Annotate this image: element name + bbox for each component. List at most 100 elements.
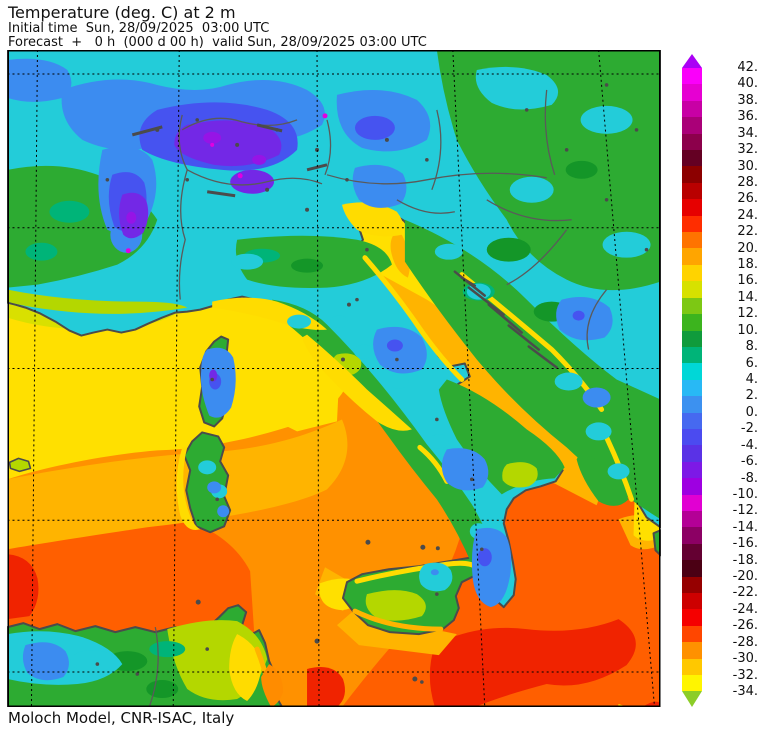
- forecast-valid-line: Forecast + 0 h (000 d 00 h) valid Sun, 2…: [8, 35, 427, 50]
- colorbar-segment: [682, 625, 702, 643]
- colorbar-label: -16.: [732, 536, 758, 552]
- colorbar-segment: [682, 314, 702, 331]
- balearic-islet: [8, 457, 32, 473]
- colorbar-label: 20.: [737, 240, 758, 256]
- colorbar-label: 36.: [737, 109, 758, 125]
- colorbar-segment: [682, 461, 702, 479]
- colorbar-segment: [682, 494, 702, 511]
- colorbar-segment: [682, 642, 702, 659]
- colorbar-label: 22.: [737, 224, 758, 240]
- colorbar-segment: [682, 412, 702, 429]
- colorbar-segment: [682, 593, 702, 610]
- colorbar-label: 12.: [737, 306, 758, 322]
- colorbar-label: 6.: [745, 355, 758, 371]
- colorbar-label: -26.: [732, 618, 758, 634]
- colorbar-label: 42.: [737, 60, 758, 75]
- land-yellow-fringes: [176, 202, 412, 702]
- colorbar-label: -8.: [740, 470, 758, 486]
- map-frame: [7, 50, 661, 707]
- colorbar-label: 26.: [737, 191, 758, 207]
- colorbar-label: -12.: [732, 503, 758, 519]
- colorbar-label: 10.: [737, 322, 758, 338]
- colorbar-label: -34.: [732, 683, 758, 699]
- colorbar-segment: [682, 248, 702, 265]
- colorbar-segment: [682, 232, 702, 249]
- colorbar-segment: [682, 133, 702, 151]
- colorbar-label: 8.: [745, 339, 758, 355]
- islet-dots: [195, 302, 440, 684]
- colorbar-segment: [682, 117, 702, 134]
- colorbar-label: 38.: [737, 92, 758, 108]
- colorbar-label: -24.: [732, 601, 758, 617]
- colorbar-label: -14.: [732, 519, 758, 535]
- sea-amber-istria-streak: [390, 229, 411, 278]
- colorbar-label: -32.: [732, 667, 758, 683]
- colorbar-label: 18.: [737, 257, 758, 273]
- colorbar-bar: [682, 54, 702, 708]
- colorbar-label: 30.: [737, 158, 758, 174]
- colorbar-segment: [682, 609, 702, 626]
- colorbar-segment: [682, 84, 702, 101]
- colorbar-label: 34.: [737, 125, 758, 141]
- colorbar-segment: [682, 675, 702, 692]
- colorbar-label: -18.: [732, 552, 758, 568]
- colorbar-label: -6.: [740, 454, 758, 470]
- colorbar-label: 16.: [737, 273, 758, 289]
- graticule: [7, 49, 661, 708]
- colorbar-segment: [682, 379, 702, 397]
- colorbar-label: -22.: [732, 585, 758, 601]
- colorbar-segment: [682, 396, 702, 413]
- colorbar-arrow-down-icon: [682, 691, 702, 708]
- colorbar-segment: [682, 478, 702, 495]
- colorbar-segment: [682, 346, 702, 364]
- colorbar-label: 4.: [745, 371, 758, 387]
- colorbar-segment: [682, 576, 702, 593]
- land-purple-spots: [126, 131, 267, 224]
- colorbar-label: -28.: [732, 634, 758, 650]
- colorbar-label: 2.: [745, 388, 758, 404]
- colorbar-label: -20.: [732, 569, 758, 585]
- colorbar-label: 28.: [737, 174, 758, 190]
- model-credit: Moloch Model, CNR-ISAC, Italy: [8, 709, 235, 727]
- colorbar-segment: [682, 510, 702, 528]
- terrain-speckles: [95, 83, 649, 676]
- colorbar-label: 32.: [737, 142, 758, 158]
- colorbar-label: -30.: [732, 651, 758, 667]
- colorbar-segment: [682, 182, 702, 200]
- colorbar-segment: [682, 281, 702, 298]
- colorbar-segment: [682, 658, 702, 676]
- colorbar-segment: [682, 330, 702, 347]
- colorbar-segment: [682, 363, 702, 380]
- land-orange-patches: [261, 664, 284, 707]
- colorbar-segment: [682, 527, 702, 544]
- colorbar-segments: [682, 68, 702, 692]
- sardinia: [183, 431, 232, 534]
- colorbar-segment: [682, 560, 702, 577]
- colorbar-segment: [682, 68, 702, 85]
- colorbar-segment: [682, 199, 702, 216]
- colorbar-label: -4.: [740, 437, 758, 453]
- colorbar-label: -10.: [732, 486, 758, 502]
- colorbar-arrow-up-icon: [682, 54, 702, 68]
- colorbar-segment: [682, 150, 702, 167]
- colorbar-segment: [682, 215, 702, 233]
- colorbar-segment: [682, 543, 702, 561]
- initial-time-line: Initial time Sun, 28/09/2025 03:00 UTC: [8, 21, 270, 36]
- colorbar-label: 14.: [737, 289, 758, 305]
- colorbar-label: 40.: [737, 76, 758, 92]
- map-canvas: [6, 49, 662, 731]
- colorbar-segment: [682, 100, 702, 118]
- colorbar-label: 0.: [745, 404, 758, 420]
- colorbar-segment: [682, 166, 702, 183]
- colorbar-segment: [682, 264, 702, 282]
- colorbar-segment: [682, 428, 702, 446]
- colorbar-segment: [682, 297, 702, 315]
- colorbar: 42. 40. 38. 36. 34. 32. 30. 28. 26. 24. 22. 20. 18. 1…: [682, 54, 758, 710]
- croatian-islands: [453, 270, 558, 369]
- page-title: Temperature (deg. C) at 2 m: [8, 3, 236, 22]
- colorbar-label: -2.: [740, 421, 758, 437]
- temperature-map: [6, 49, 662, 731]
- country-borders: [148, 89, 608, 708]
- colorbar-segment: [682, 445, 702, 462]
